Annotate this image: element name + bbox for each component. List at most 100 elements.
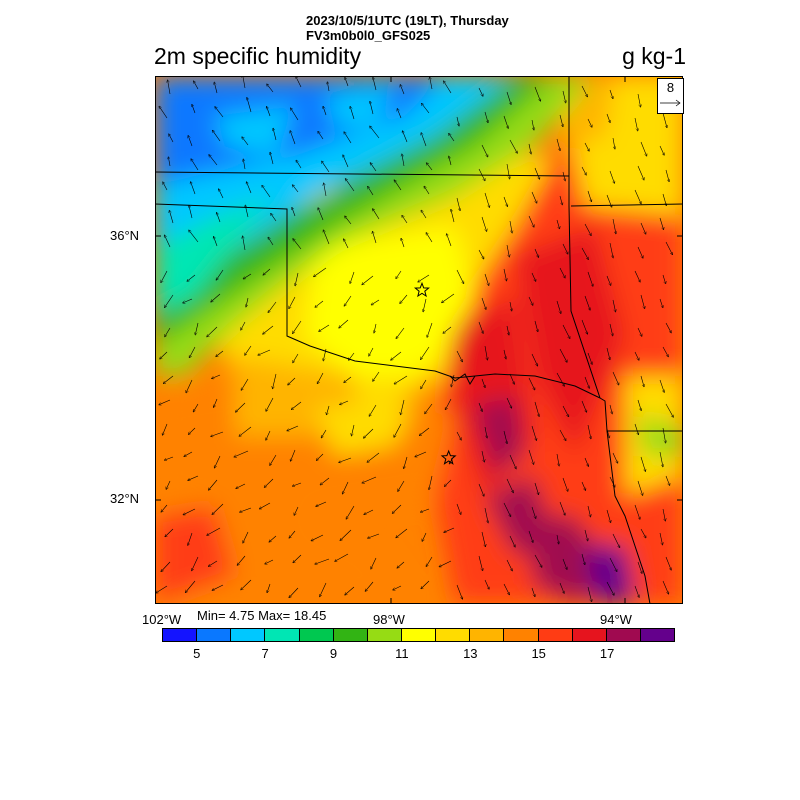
- wind-arrow: [243, 531, 249, 543]
- wind-arrow: [321, 429, 327, 438]
- wind-arrow: [484, 192, 489, 207]
- wind-arrow: [481, 450, 484, 462]
- wind-arrow: [165, 327, 171, 337]
- wind-arrow: [562, 90, 566, 103]
- wind-arrow: [503, 502, 511, 517]
- wind-arrow: [340, 400, 349, 405]
- wind-arrow: [188, 532, 193, 545]
- wind-arrow: [481, 378, 485, 388]
- wind-arrow: [637, 561, 642, 573]
- wind-arrow: [318, 132, 324, 140]
- wind-arrow: [267, 583, 271, 593]
- wind-arrow: [606, 509, 611, 523]
- wind-arrow: [503, 268, 507, 281]
- wind-arrow: [270, 152, 274, 165]
- wind-arrow: [449, 156, 452, 166]
- wind-arrow: [420, 427, 430, 435]
- wind-arrow: [263, 325, 274, 334]
- wind-arrow: [373, 232, 377, 244]
- min-max-stats: Min= 4.75 Max= 18.45: [197, 608, 327, 623]
- wind-arrow: [186, 379, 193, 393]
- wind-arrow: [168, 80, 171, 95]
- wind-arrow: [587, 271, 593, 286]
- wind-arrow: [637, 93, 641, 107]
- wind-arrow: [581, 85, 587, 97]
- model-name: FV3m0b0l0_GFS025: [306, 28, 431, 43]
- wind-arrow: [165, 456, 174, 460]
- wind-arrow: [559, 114, 563, 127]
- colorbar-box: [571, 628, 607, 642]
- wind-arrow: [273, 373, 277, 389]
- star-marker: [413, 281, 430, 298]
- wind-arrow: [161, 504, 168, 512]
- wind-arrow: [659, 379, 664, 392]
- wind-arrow: [364, 428, 374, 438]
- wind-arrow: [584, 376, 589, 388]
- wind-arrow: [219, 189, 224, 199]
- wind-arrow: [291, 108, 299, 121]
- wind-arrow: [634, 351, 639, 360]
- wind-arrow: [640, 375, 644, 387]
- wind-arrow: [293, 320, 302, 333]
- wind-arrow: [606, 194, 612, 207]
- wind-arrow: [400, 294, 408, 303]
- wind-arrow: [263, 268, 271, 275]
- colorbar-label: 17: [599, 646, 615, 661]
- wind-arrow: [320, 477, 330, 485]
- wind-arrow: [240, 507, 252, 512]
- wind-arrow: [293, 185, 299, 193]
- wind-arrow: [367, 452, 380, 462]
- wind-arrow: [362, 275, 374, 285]
- wind-arrow: [214, 237, 218, 247]
- wind-arrow: [481, 216, 487, 231]
- wind-arrow: [291, 449, 296, 461]
- wind-arrow: [401, 239, 405, 248]
- wind-arrow: [478, 249, 484, 259]
- wind-arrow: [292, 208, 296, 217]
- wind-arrow: [665, 556, 671, 570]
- wind-arrow: [509, 301, 512, 311]
- station-markers: [413, 281, 457, 465]
- wind-arrow: [606, 275, 611, 285]
- wind-arrow: [637, 327, 642, 336]
- reference-arrow-icon: [660, 99, 681, 107]
- wind-arrow: [164, 375, 174, 383]
- wind-arrow: [193, 403, 199, 412]
- wind-arrow: [267, 107, 271, 117]
- wind-arrow: [185, 580, 196, 593]
- wind-arrow: [373, 209, 380, 220]
- wind-arrow: [214, 82, 218, 94]
- wind-arrow: [665, 241, 672, 255]
- colorbar-box: [264, 628, 300, 642]
- wind-arrow: [289, 587, 299, 598]
- wind-arrow: [609, 242, 613, 258]
- wind-arrow: [456, 503, 461, 514]
- wind-arrow: [189, 427, 196, 434]
- lon-label-102w: 102°W: [142, 612, 182, 627]
- wind-arrow: [288, 377, 296, 385]
- wind-arrow: [183, 298, 193, 303]
- wind-arrow: [509, 454, 516, 469]
- wind-arrow: [606, 113, 610, 123]
- wind-arrow: [424, 186, 430, 195]
- wind-arrow: [528, 377, 535, 390]
- wind-arrow: [370, 126, 380, 139]
- wind-arrow: [637, 165, 644, 180]
- wind-arrow: [584, 457, 588, 466]
- wind-arrow: [425, 403, 433, 414]
- wind-arrow: [581, 247, 588, 259]
- wind-arrow: [612, 371, 619, 385]
- wind-arrow: [556, 453, 559, 466]
- wind-arrow: [191, 182, 196, 195]
- wind-arrow: [581, 400, 587, 412]
- field-units: g kg-1: [622, 43, 686, 69]
- wind-arrow: [191, 159, 199, 171]
- wind-arrow: [350, 271, 355, 283]
- wind-arrow: [528, 296, 533, 305]
- colorbar-box: [537, 628, 573, 642]
- wind-arrow: [506, 244, 509, 257]
- wind-arrow: [606, 581, 614, 595]
- wind-arrow: [371, 557, 377, 569]
- wind-arrow: [213, 130, 221, 142]
- wind-arrow: [503, 430, 507, 444]
